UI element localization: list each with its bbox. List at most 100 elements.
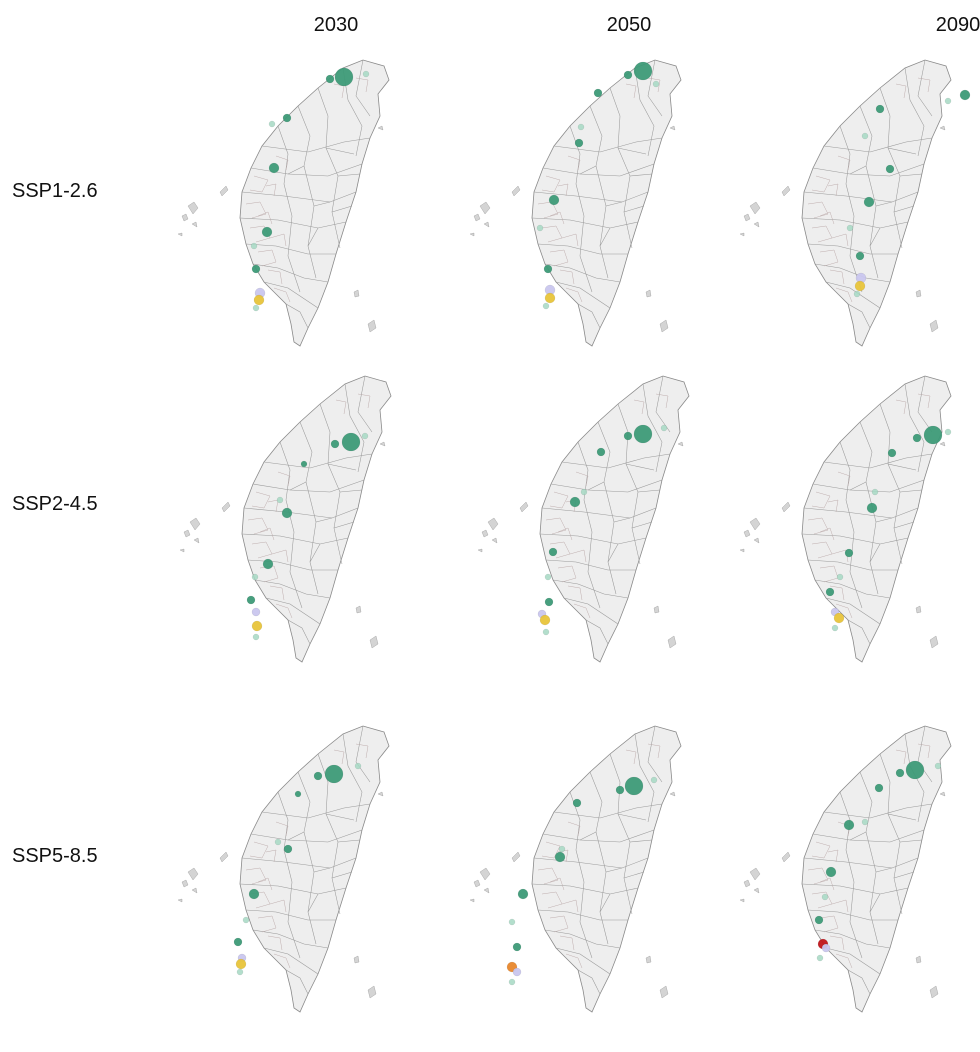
district-marker: [944, 97, 952, 105]
district-border: [277, 471, 291, 487]
map-ssp5-8-5-2030: [177, 725, 390, 1013]
district-border: [587, 481, 605, 491]
district-marker: [615, 785, 625, 795]
district-border: [869, 893, 881, 913]
district-border: [339, 489, 363, 493]
district-border: [895, 749, 907, 765]
district-border: [269, 585, 285, 601]
district-marker: [548, 547, 558, 557]
district-marker: [262, 558, 274, 570]
district-border: [634, 67, 655, 157]
district-border: [811, 491, 831, 509]
outlying-island: [187, 201, 199, 215]
outlying-island: [753, 221, 760, 228]
district-marker: [281, 507, 293, 519]
outlying-island: [749, 867, 761, 881]
district-border: [623, 205, 645, 213]
outlying-island: [491, 537, 498, 544]
map-ssp2-4-5-2050: [477, 375, 690, 663]
outlying-island: [479, 201, 491, 215]
district-marker: [261, 226, 273, 238]
district-border: [819, 527, 835, 541]
district-marker: [543, 264, 553, 274]
district-border: [631, 521, 653, 529]
district-border: [257, 915, 277, 933]
district-border: [655, 393, 669, 409]
district-marker: [923, 425, 943, 445]
district-border: [917, 743, 931, 759]
district-border: [285, 303, 309, 329]
district-border: [807, 201, 829, 219]
outlying-island: [939, 441, 946, 447]
district-border: [549, 491, 569, 509]
outlying-island: [183, 529, 191, 538]
outlying-island: [511, 185, 521, 197]
district-marker: [248, 888, 260, 900]
district-border: [829, 269, 845, 285]
outlying-island: [929, 635, 939, 649]
district-border: [275, 603, 293, 619]
district-border: [565, 953, 583, 969]
district-border: [819, 877, 835, 891]
outlying-island: [739, 232, 745, 237]
outlying-island: [915, 289, 922, 298]
district-border: [859, 771, 879, 945]
district-border: [333, 521, 355, 529]
district-border: [549, 211, 565, 225]
district-border: [579, 831, 597, 841]
outlying-island: [659, 319, 669, 333]
district-border: [875, 867, 893, 873]
district-marker: [242, 916, 250, 924]
district-border: [807, 243, 898, 255]
district-marker: [253, 294, 265, 306]
district-border: [552, 579, 629, 599]
district-border: [249, 175, 269, 193]
district-border: [325, 147, 355, 155]
district-border: [904, 383, 925, 473]
outlying-island: [219, 185, 229, 197]
outlying-island: [221, 501, 231, 513]
district-marker: [623, 70, 633, 80]
district-border: [542, 829, 655, 843]
district-border: [245, 201, 267, 219]
district-border: [297, 105, 317, 279]
outlying-island: [743, 879, 751, 888]
district-border: [537, 909, 628, 921]
outlying-island: [781, 501, 791, 513]
outlying-island: [915, 955, 922, 964]
district-border: [313, 867, 331, 873]
outlying-island: [483, 887, 490, 894]
district-border: [539, 533, 647, 545]
district-marker: [934, 762, 942, 770]
outlying-island: [477, 548, 483, 553]
district-marker: [825, 866, 837, 878]
district-border: [827, 499, 839, 513]
district-border: [899, 839, 923, 843]
district-marker: [341, 432, 361, 452]
district-border: [287, 165, 305, 175]
district-border: [629, 173, 653, 177]
district-border: [251, 541, 273, 559]
outlying-island: [355, 605, 362, 614]
district-border: [275, 821, 289, 837]
taiwan-outline: [239, 59, 390, 347]
outlying-island: [749, 201, 761, 215]
district-marker: [558, 845, 566, 853]
district-border: [812, 163, 925, 177]
district-border: [561, 899, 579, 913]
district-border: [634, 733, 655, 823]
district-border: [847, 303, 871, 329]
district-marker: [250, 242, 258, 250]
outlying-island: [915, 605, 922, 614]
district-marker: [885, 164, 895, 174]
district-border: [355, 59, 371, 117]
district-marker: [596, 447, 606, 457]
district-marker: [855, 251, 865, 261]
outlying-island: [753, 537, 760, 544]
district-border: [287, 619, 311, 645]
district-border: [814, 263, 891, 283]
district-border: [917, 77, 931, 93]
outlying-island: [367, 985, 377, 999]
district-border: [544, 929, 621, 949]
district-border: [319, 403, 343, 565]
